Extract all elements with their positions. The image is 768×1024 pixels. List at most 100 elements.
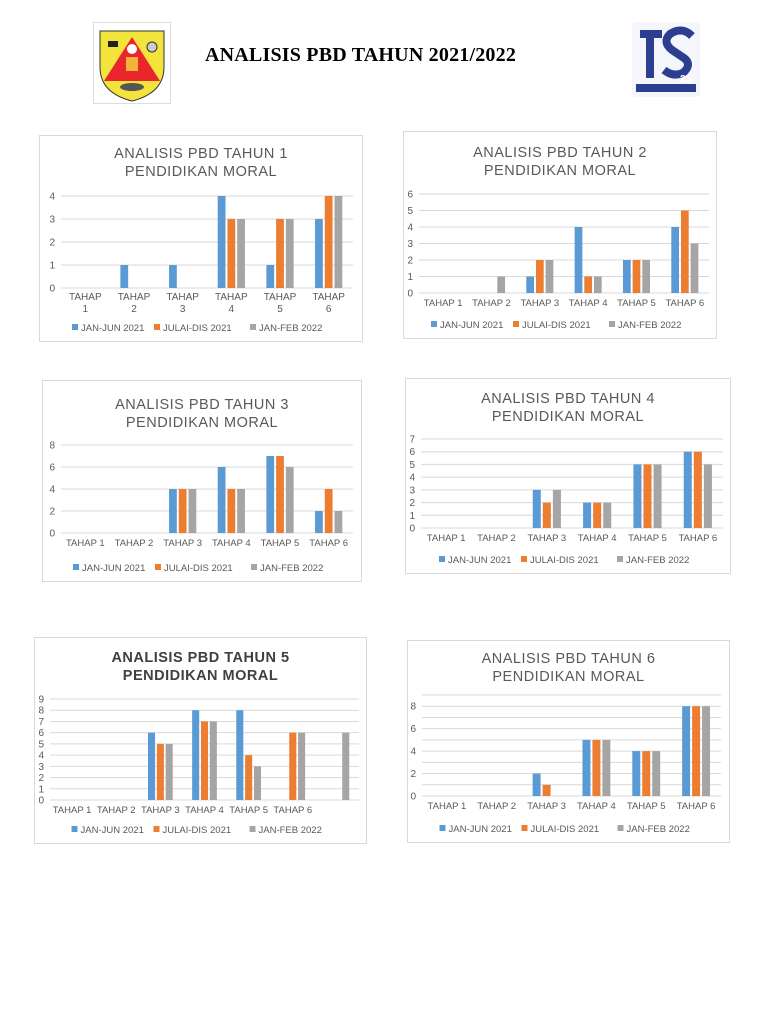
x-tick-label: TAHAP 4 (185, 805, 224, 816)
x-tick-label: TAHAP (312, 292, 345, 303)
y-tick-label: 0 (409, 524, 415, 535)
legend-label: JAN-FEB 2022 (618, 320, 681, 331)
y-tick-label: 0 (410, 792, 416, 803)
y-tick-label: 6 (409, 447, 415, 458)
legend-swatch (431, 321, 437, 327)
x-tick-label: TAHAP (215, 292, 248, 303)
chart-title: PENDIDIKAN MORAL (125, 164, 277, 180)
legend-label: JAN-JUN 2021 (448, 555, 511, 566)
bar-julai-dis-2021 (276, 219, 284, 288)
chart-tahun-6: ANALISIS PBD TAHUN 6 PENDIDIKAN MORAL 0 2 4 6… (407, 640, 730, 843)
y-tick-label: 3 (38, 762, 44, 773)
bar-jan-jun-2021 (266, 456, 275, 533)
legend-swatch (617, 556, 623, 562)
x-tick-label: TAHAP 4 (577, 801, 616, 812)
legend-swatch (153, 826, 160, 832)
x-tick-label: TAHAP (69, 292, 102, 303)
y-tick-label: 4 (409, 473, 415, 484)
x-tick-label: TAHAP 1 (427, 533, 466, 544)
y-tick-label: 8 (38, 706, 44, 717)
bar-jan-feb-2022 (285, 467, 294, 533)
y-tick-label: 3 (49, 215, 55, 226)
x-tick-label: TAHAP 6 (678, 533, 717, 544)
y-tick-label: 5 (407, 206, 413, 217)
bar-jan-jun-2021 (266, 265, 275, 288)
x-tick-label: TAHAP 2 (115, 538, 154, 549)
x-tick-label: TAHAP 5 (261, 538, 300, 549)
y-tick-label: 4 (407, 223, 413, 234)
x-tick-label: TAHAP 1 (66, 538, 105, 549)
legend-swatch (439, 825, 446, 831)
bar-jan-feb-2022 (703, 464, 712, 528)
bar-jan-jun-2021 (633, 464, 642, 528)
chart-svg: ANALISIS PBD TAHUN 5 PENDIDIKAN MORAL 0123… (38, 650, 359, 836)
bar-jan-feb-2022 (497, 276, 506, 293)
bar-jan-feb-2022 (334, 196, 343, 288)
x-tick-label: TAHAP (166, 292, 199, 303)
bar-jan-feb-2022 (593, 276, 602, 293)
bar-julai-dis-2021 (584, 276, 593, 293)
bar-jan-feb-2022 (253, 766, 262, 800)
y-tick-label: 4 (49, 192, 55, 203)
bar-julai-dis-2021 (592, 739, 601, 796)
legend-label: JAN-JUN 2021 (81, 323, 144, 334)
legend-swatch (609, 321, 615, 327)
chart-svg: ANALISIS PBD TAHUN 6 PENDIDIKAN MORAL 0 2 4 6… (410, 651, 721, 835)
bar-julai-dis-2021 (324, 489, 333, 533)
legend-label: JULAI-DIS 2021 (164, 563, 233, 574)
legend-swatch (73, 564, 79, 570)
x-tick-label: TAHAP 2 (472, 298, 511, 309)
bar-jan-feb-2022 (652, 751, 661, 796)
x-tick-label: 3 (180, 304, 186, 315)
chart-tahun-5: ANALISIS PBD TAHUN 5 PENDIDIKAN MORAL 0 1 2 3… (34, 637, 367, 844)
bar-jan-feb-2022 (653, 464, 662, 528)
legend-swatch (155, 564, 161, 570)
bar-jan-jun-2021 (574, 227, 583, 293)
y-tick-label: 6 (407, 190, 413, 201)
page-title: ANALISIS PBD TAHUN 2021/2022 (205, 44, 517, 66)
x-tick-label: TAHAP 2 (97, 805, 136, 816)
x-tick-label: TAHAP 1 (428, 801, 467, 812)
y-tick-label: 2 (49, 507, 55, 518)
legend-label: JULAI-DIS 2021 (163, 825, 232, 836)
bar-jan-jun-2021 (532, 489, 541, 528)
bar-julai-dis-2021 (542, 784, 551, 796)
y-tick-label: 5 (38, 739, 44, 750)
chart-title: ANALISIS PBD TAHUN 1 (114, 146, 288, 162)
bar-jan-jun-2021 (682, 706, 691, 796)
bar-jan-jun-2021 (192, 710, 200, 800)
x-tick-label: 2 (131, 304, 137, 315)
bar-julai-dis-2021 (156, 743, 164, 800)
bar-jan-jun-2021 (217, 467, 226, 533)
bar-jan-feb-2022 (545, 260, 554, 293)
chart-title: PENDIDIKAN MORAL (126, 415, 278, 431)
y-tick-label: 6 (49, 463, 55, 474)
bar-jan-feb-2022 (334, 511, 343, 533)
legend-label: JULAI-DIS 2021 (522, 320, 591, 331)
chart-tahun-4: ANALISIS PBD TAHUN 4 PENDIDIKAN MORAL 0 1 2 3… (405, 378, 731, 574)
y-tick-label: 4 (49, 485, 55, 496)
x-tick-label: TAHAP 3 (527, 801, 566, 812)
y-tick-label: 1 (49, 261, 55, 272)
x-tick-label: TAHAP 4 (212, 538, 251, 549)
x-tick-label: TAHAP 4 (569, 298, 608, 309)
bar-jan-feb-2022 (690, 243, 699, 293)
x-tick-label: 1 (83, 304, 89, 315)
x-tick-label: TAHAP 2 (477, 533, 516, 544)
y-tick-label: 0 (407, 289, 413, 300)
legend-swatch (154, 324, 160, 330)
y-tick-label: 8 (49, 441, 55, 452)
chart-svg: ANALISIS PBD TAHUN 2 PENDIDIKAN MORAL 0 1 2 3… (407, 145, 709, 331)
x-tick-label: TAHAP 1 (53, 805, 92, 816)
legend-label: JULAI-DIS 2021 (530, 555, 599, 566)
bar-jan-jun-2021 (526, 276, 535, 293)
legend-swatch (521, 556, 527, 562)
x-tick-label: 4 (229, 304, 235, 315)
bar-jan-jun-2021 (582, 739, 591, 796)
chart-title: ANALISIS PBD TAHUN 6 (482, 651, 656, 667)
x-tick-label: TAHAP 3 (527, 533, 566, 544)
bar-jan-jun-2021 (147, 732, 156, 800)
y-tick-label: 6 (410, 724, 416, 735)
y-tick-label: 2 (407, 256, 413, 267)
